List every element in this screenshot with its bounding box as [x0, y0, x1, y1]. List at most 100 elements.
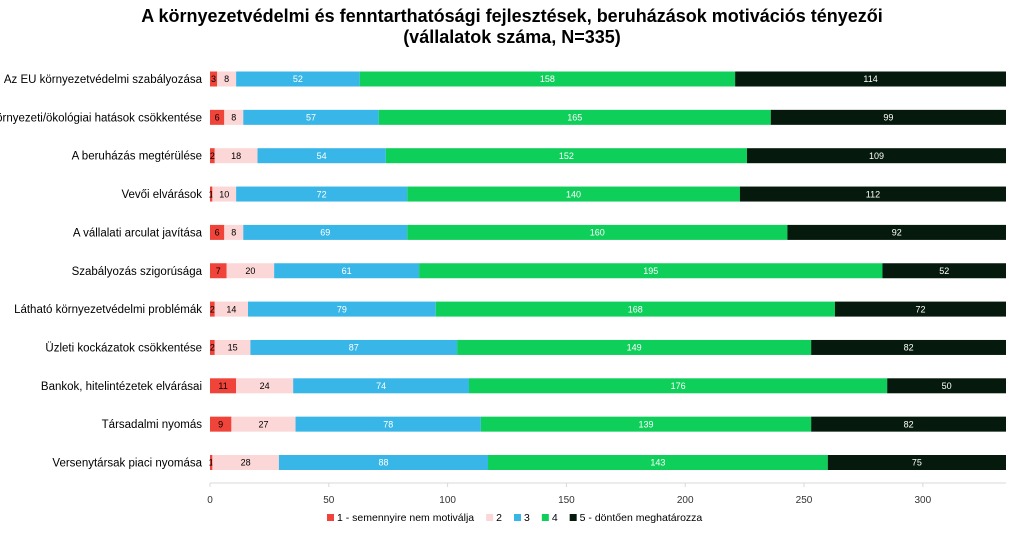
- category-labels: Az EU környezetvédelmi szabályozása Körny…: [0, 74, 203, 470]
- bar-value-label: 6: [215, 228, 220, 238]
- bar-segment: [787, 224, 1006, 240]
- category-label: Látható környezetvédelmi problémák: [14, 304, 202, 316]
- bar-segment: [378, 109, 771, 125]
- bar-value-label: 9: [218, 419, 223, 429]
- bar-segment: [295, 416, 481, 432]
- legend-swatch: [486, 514, 494, 521]
- bar-value-label: 143: [650, 458, 665, 468]
- bar-segment: [236, 71, 360, 87]
- bar-segment: [224, 109, 244, 125]
- bar-value-label: 149: [627, 343, 642, 353]
- bar-value-label: 82: [904, 343, 914, 353]
- bar-segment: [468, 378, 888, 394]
- bar-value-label: 15: [228, 343, 238, 353]
- bar-segment: [210, 224, 225, 240]
- bar-value-label: 50: [942, 381, 952, 391]
- bar-segment: [210, 378, 237, 394]
- legend-swatch: [541, 514, 549, 521]
- legend-swatch: [513, 514, 521, 521]
- bar-segment: [457, 339, 812, 355]
- bar-value-label: 1: [209, 458, 214, 468]
- bar-segment: [214, 339, 251, 355]
- x-tick-label: 50: [323, 495, 335, 506]
- legend-label: 2: [496, 512, 502, 524]
- legend-label: 3: [524, 512, 530, 524]
- bar-segment: [210, 148, 215, 164]
- bar-value-label: 112: [866, 189, 880, 199]
- bar-segment: [747, 148, 1006, 164]
- category-label: A beruházás megtérülése: [72, 151, 202, 163]
- bar-value-label: 28: [241, 458, 251, 468]
- bar-segment: [882, 263, 1006, 279]
- bar-segment: [735, 71, 1006, 87]
- bar-segment: [210, 263, 227, 279]
- bar-value-label: 6: [215, 113, 220, 123]
- bar-segment: [224, 224, 244, 240]
- x-tick-label: 150: [558, 495, 575, 506]
- bar-segment: [274, 263, 420, 279]
- bar-segment: [834, 301, 1006, 317]
- bar-segment: [210, 301, 215, 317]
- bar-segment: [739, 186, 1006, 202]
- bar-value-label: 57: [306, 113, 316, 123]
- bar-segment: [236, 186, 408, 202]
- bar-segment: [407, 224, 788, 240]
- bar-segment: [811, 416, 1006, 432]
- bar-segment: [250, 339, 458, 355]
- bar-value-label: 2: [210, 343, 215, 353]
- legend-label: 4: [552, 512, 558, 524]
- bar-segment: [827, 455, 1006, 470]
- bar-value-label: 88: [378, 458, 388, 468]
- bar-segment: [210, 455, 213, 470]
- category-label: Versenytársak piaci nyomása: [52, 458, 202, 470]
- bar-value-label: 176: [671, 381, 686, 391]
- bar-value-label: 24: [260, 381, 270, 391]
- category-label: Üzleti kockázatok csökkentése: [45, 342, 202, 354]
- bar-value-label: 78: [383, 419, 393, 429]
- bar-value-label: 69: [320, 228, 330, 238]
- bar-segment: [257, 148, 386, 164]
- bar-segment: [811, 339, 1006, 355]
- category-label: Bankok, hitelintézetek elvárásai: [41, 381, 202, 393]
- bar-value-label: 139: [639, 419, 654, 429]
- category-label: Szabályozás szigorúsága: [72, 266, 203, 278]
- legend-label: 5 - döntően meghatározza: [580, 512, 703, 524]
- bar-value-label: 18: [231, 151, 241, 161]
- chart-title-line-2: (vállalatok száma, N=335): [403, 27, 621, 47]
- bar-segment: [385, 148, 748, 164]
- x-axis: 0 50 100 150 200 250 300: [207, 482, 1006, 506]
- bar-value-label: 27: [258, 419, 268, 429]
- bar-value-label: 1: [209, 189, 214, 199]
- bar-segment: [210, 71, 218, 87]
- bar-segment: [359, 71, 736, 87]
- bar-value-label: 114: [863, 74, 877, 84]
- bar-segment: [231, 416, 296, 432]
- bar-value-label: 168: [628, 304, 643, 314]
- bar-value-label: 79: [337, 304, 347, 314]
- bar-segment: [214, 148, 258, 164]
- bar-segment: [243, 224, 408, 240]
- bar-segment: [887, 378, 1006, 394]
- bar-segment: [435, 301, 835, 317]
- bar-value-label: 8: [231, 228, 236, 238]
- bar-value-label: 8: [224, 74, 229, 84]
- x-tick-label: 300: [914, 495, 931, 506]
- bar-value-label: 8: [231, 113, 236, 123]
- bar-value-label: 14: [226, 304, 236, 314]
- bar-segment: [210, 339, 215, 355]
- legend-swatch: [569, 514, 577, 521]
- chart-title-line-1: A környezetvédelmi és fenntarthatósági f…: [141, 6, 883, 26]
- bar-segment: [236, 378, 294, 394]
- bar-value-label: 109: [869, 151, 884, 161]
- bar-segment: [210, 186, 213, 202]
- chart-title: A környezetvédelmi és fenntarthatósági f…: [0, 6, 1024, 48]
- legend-label: 1 - semennyire nem motiválja: [337, 512, 474, 524]
- bar-segment: [212, 455, 279, 470]
- bar-value-label: 52: [293, 74, 303, 84]
- bar-segment: [212, 186, 237, 202]
- bar-value-label: 74: [376, 381, 386, 391]
- bar-value-label: 3: [211, 74, 216, 84]
- bar-segment: [293, 378, 469, 394]
- bar-segment: [210, 109, 225, 125]
